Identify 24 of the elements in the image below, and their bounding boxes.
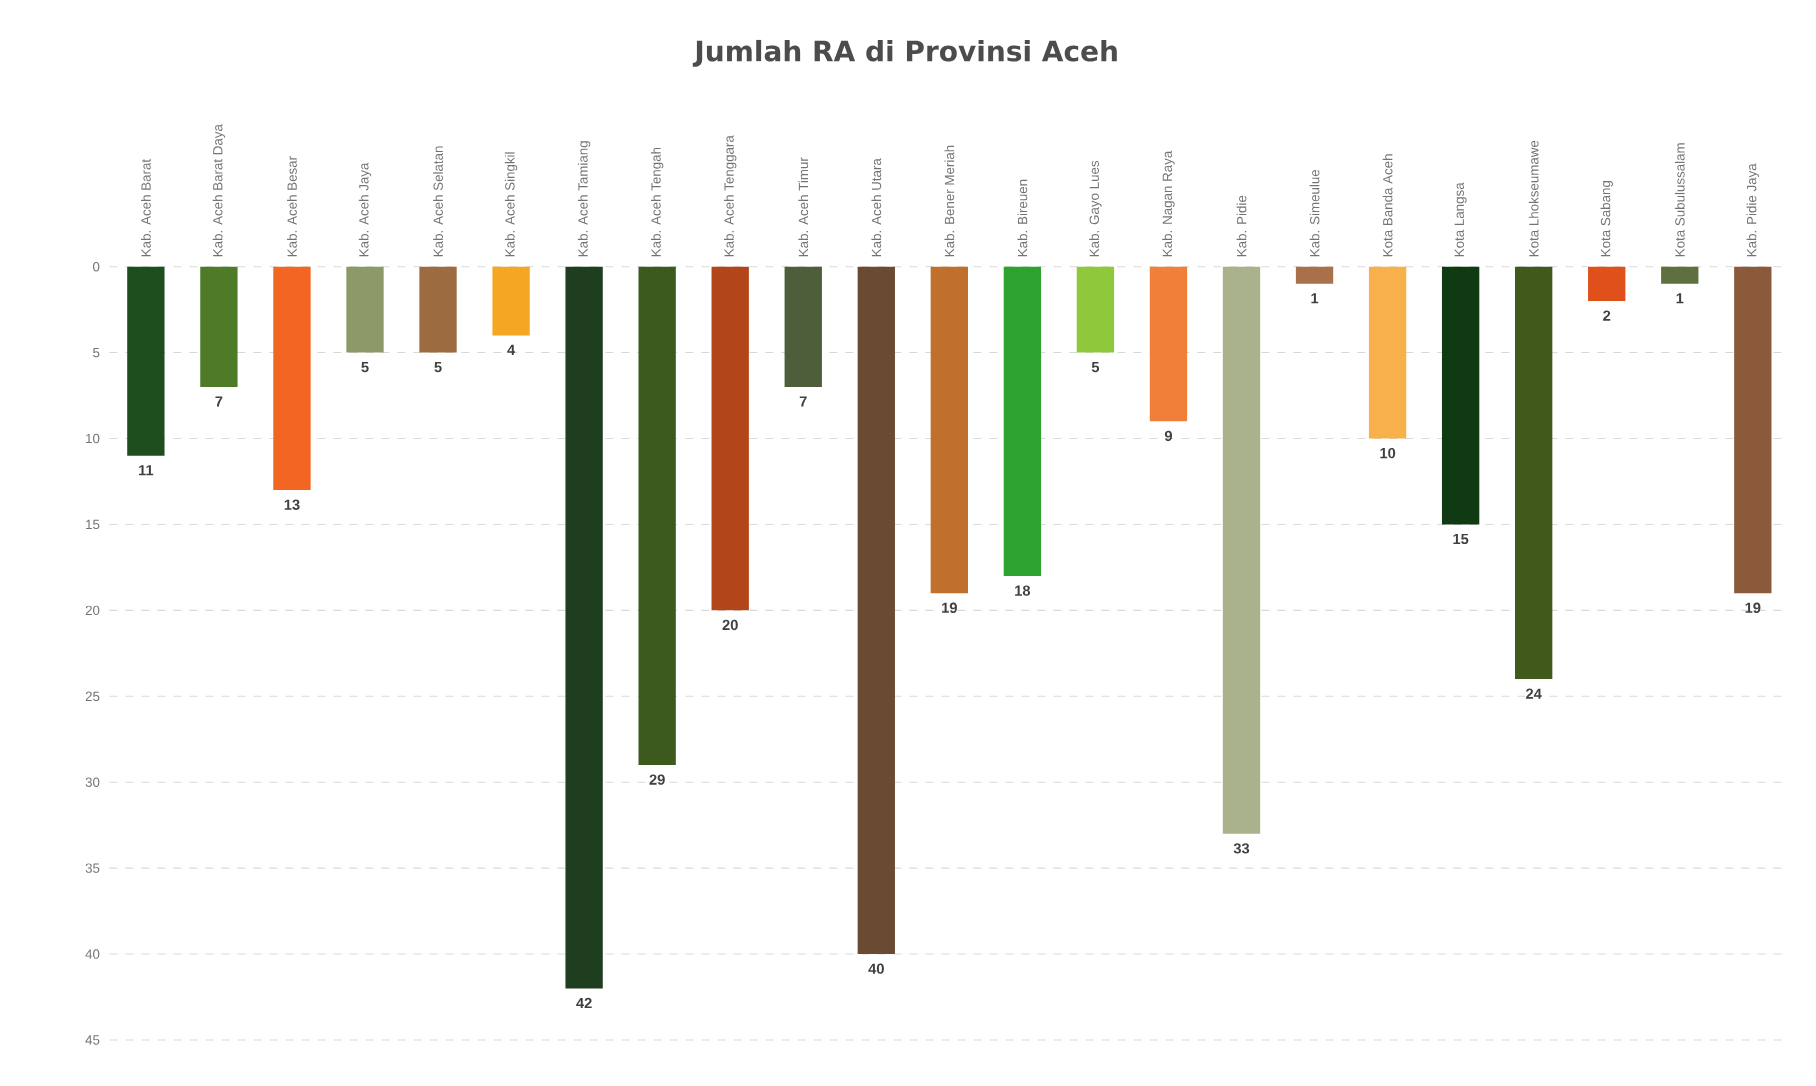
bar: [1368, 267, 1407, 439]
bar: [930, 267, 969, 594]
bar: [1003, 267, 1042, 577]
bar: [1734, 267, 1772, 594]
bar: [492, 267, 530, 336]
bar: [127, 267, 165, 457]
bar: [1222, 267, 1261, 835]
bar: [200, 267, 238, 388]
bar: [1295, 267, 1334, 285]
bar: [1441, 267, 1480, 525]
bar: [711, 267, 749, 611]
bar: [638, 267, 676, 766]
bar: [857, 267, 895, 955]
bar: [1661, 267, 1699, 285]
bar: [1149, 267, 1188, 422]
bar: [419, 267, 457, 353]
chart-title: Jumlah RA di Provinsi Aceh: [692, 40, 1117, 68]
bar: [273, 267, 311, 491]
bar: [346, 267, 384, 353]
bar: [1588, 267, 1626, 302]
bar: [784, 267, 822, 388]
bar: [1515, 267, 1553, 680]
bar: [565, 267, 603, 989]
bar: [1076, 267, 1115, 353]
